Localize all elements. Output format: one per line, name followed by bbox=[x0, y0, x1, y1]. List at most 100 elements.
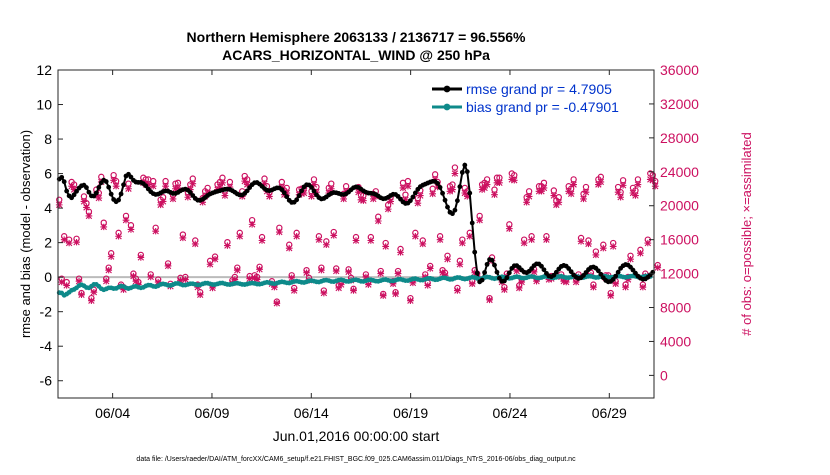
rmse-point bbox=[59, 174, 65, 180]
y-tick-right-label: 32000 bbox=[660, 96, 699, 112]
assimilated-count-marker bbox=[572, 278, 580, 286]
assimilated-count-marker bbox=[216, 183, 224, 191]
assimilated-count-marker bbox=[206, 261, 214, 268]
rmse-point bbox=[437, 184, 443, 190]
assimilated-count-marker bbox=[414, 199, 422, 207]
assimilated-count-marker bbox=[127, 226, 135, 233]
rmse-point bbox=[504, 275, 510, 281]
x-tick-label: 06/24 bbox=[492, 405, 527, 421]
rmse-point bbox=[309, 184, 314, 190]
rmse-point bbox=[410, 194, 416, 200]
assimilated-count-marker bbox=[513, 267, 521, 275]
assimilated-count-marker bbox=[382, 243, 390, 250]
rmse-point bbox=[296, 193, 302, 199]
assimilated-count-marker bbox=[585, 240, 592, 248]
assimilated-count-marker bbox=[510, 177, 518, 184]
assimilated-count-marker bbox=[100, 223, 108, 231]
assimilated-count-marker bbox=[597, 178, 605, 186]
assimilated-count-marker bbox=[644, 239, 652, 247]
assimilated-count-marker bbox=[83, 204, 90, 211]
assimilated-count-marker bbox=[374, 217, 382, 225]
possible-count-marker bbox=[451, 164, 459, 171]
assimilated-count-marker bbox=[545, 276, 553, 283]
rmse-point bbox=[71, 192, 77, 198]
assimilated-count-marker bbox=[308, 193, 315, 200]
assimilated-count-marker bbox=[501, 286, 508, 293]
rmse-point bbox=[408, 198, 413, 204]
plot-frame bbox=[57, 69, 655, 399]
assimilated-count-marker bbox=[162, 182, 169, 190]
rmse-point bbox=[474, 270, 480, 276]
assimilated-count-marker bbox=[211, 255, 219, 263]
rmse-point bbox=[541, 267, 547, 273]
assimilated-count-marker bbox=[646, 176, 654, 183]
assimilated-count-marker bbox=[377, 270, 385, 277]
assimilated-count-marker bbox=[88, 297, 95, 304]
rmse-point bbox=[472, 249, 478, 255]
assimilated-count-marker bbox=[392, 290, 399, 298]
assimilated-count-marker bbox=[144, 181, 152, 188]
rmse-point bbox=[457, 184, 463, 190]
assimilated-count-marker bbox=[609, 243, 617, 250]
assimilated-count-marker bbox=[191, 240, 199, 248]
assimilated-count-marker bbox=[159, 198, 167, 205]
assimilated-count-marker bbox=[85, 212, 93, 220]
assimilated-count-marker bbox=[518, 278, 526, 286]
assimilated-count-marker bbox=[444, 255, 451, 263]
assimilated-count-marker bbox=[352, 237, 360, 244]
x-tick-label: 06/09 bbox=[194, 405, 229, 421]
assimilated-count-marker bbox=[322, 241, 330, 248]
rmse-point bbox=[489, 257, 495, 263]
assimilated-count-marker bbox=[389, 280, 397, 287]
assimilated-count-marker bbox=[496, 179, 503, 187]
rmse-point bbox=[96, 184, 102, 190]
legend-rmse-marker bbox=[443, 85, 451, 93]
assimilated-count-marker bbox=[224, 242, 231, 249]
rmse-point bbox=[482, 270, 487, 275]
assimilated-count-marker bbox=[379, 292, 387, 299]
rmse-point bbox=[454, 198, 460, 204]
rmse-point bbox=[484, 261, 490, 267]
y-tick-left-label: -2 bbox=[40, 304, 53, 320]
assimilated-count-marker bbox=[179, 234, 187, 242]
assimilated-count-marker bbox=[454, 287, 461, 294]
rmse-point bbox=[452, 207, 458, 213]
assimilated-count-marker bbox=[275, 228, 283, 236]
assimilated-count-marker bbox=[164, 262, 172, 270]
assimilated-count-marker bbox=[174, 184, 182, 192]
assimilated-count-marker bbox=[562, 278, 570, 286]
rmse-point bbox=[450, 211, 455, 217]
legend-bias-label: bias grand pr = -0.47901 bbox=[466, 99, 619, 115]
assimilated-count-marker bbox=[196, 291, 204, 299]
assimilated-count-marker bbox=[177, 277, 184, 284]
chart-title-line1: Northern Hemisphere 2063133 / 2136717 = … bbox=[187, 29, 526, 45]
assimilated-count-marker bbox=[236, 233, 244, 240]
assimilated-count-marker bbox=[592, 251, 600, 259]
assimilated-count-marker bbox=[456, 261, 464, 268]
assimilated-count-marker bbox=[149, 182, 157, 190]
assimilated-count-marker bbox=[65, 239, 73, 247]
assimilated-count-marker bbox=[75, 278, 83, 285]
y-tick-right-label: 16000 bbox=[660, 232, 699, 248]
chart-title-line2: ACARS_HORIZONTAL_WIND @ 250 hPa bbox=[222, 47, 490, 63]
assimilated-count-marker bbox=[147, 273, 155, 281]
y-tick-right-label: 20000 bbox=[660, 198, 699, 214]
assimilated-count-marker bbox=[362, 273, 370, 281]
rmse-point bbox=[598, 271, 604, 277]
assimilated-count-marker bbox=[340, 195, 347, 203]
rmse-point bbox=[613, 273, 619, 279]
assimilated-count-marker bbox=[327, 185, 335, 192]
assimilated-count-marker bbox=[283, 189, 291, 197]
assimilated-count-marker bbox=[315, 236, 323, 243]
rmse-point bbox=[469, 220, 475, 226]
y-tick-left-label: 8 bbox=[44, 131, 52, 147]
assimilated-count-marker bbox=[555, 199, 563, 206]
assimilated-count-marker bbox=[634, 181, 642, 188]
assimilated-count-marker bbox=[70, 186, 78, 193]
assimilated-count-marker bbox=[360, 197, 367, 204]
assimilated-count-marker bbox=[298, 190, 305, 198]
assimilated-count-marker bbox=[441, 272, 449, 279]
assimilated-count-marker bbox=[538, 188, 545, 195]
assimilated-count-marker bbox=[434, 183, 441, 191]
